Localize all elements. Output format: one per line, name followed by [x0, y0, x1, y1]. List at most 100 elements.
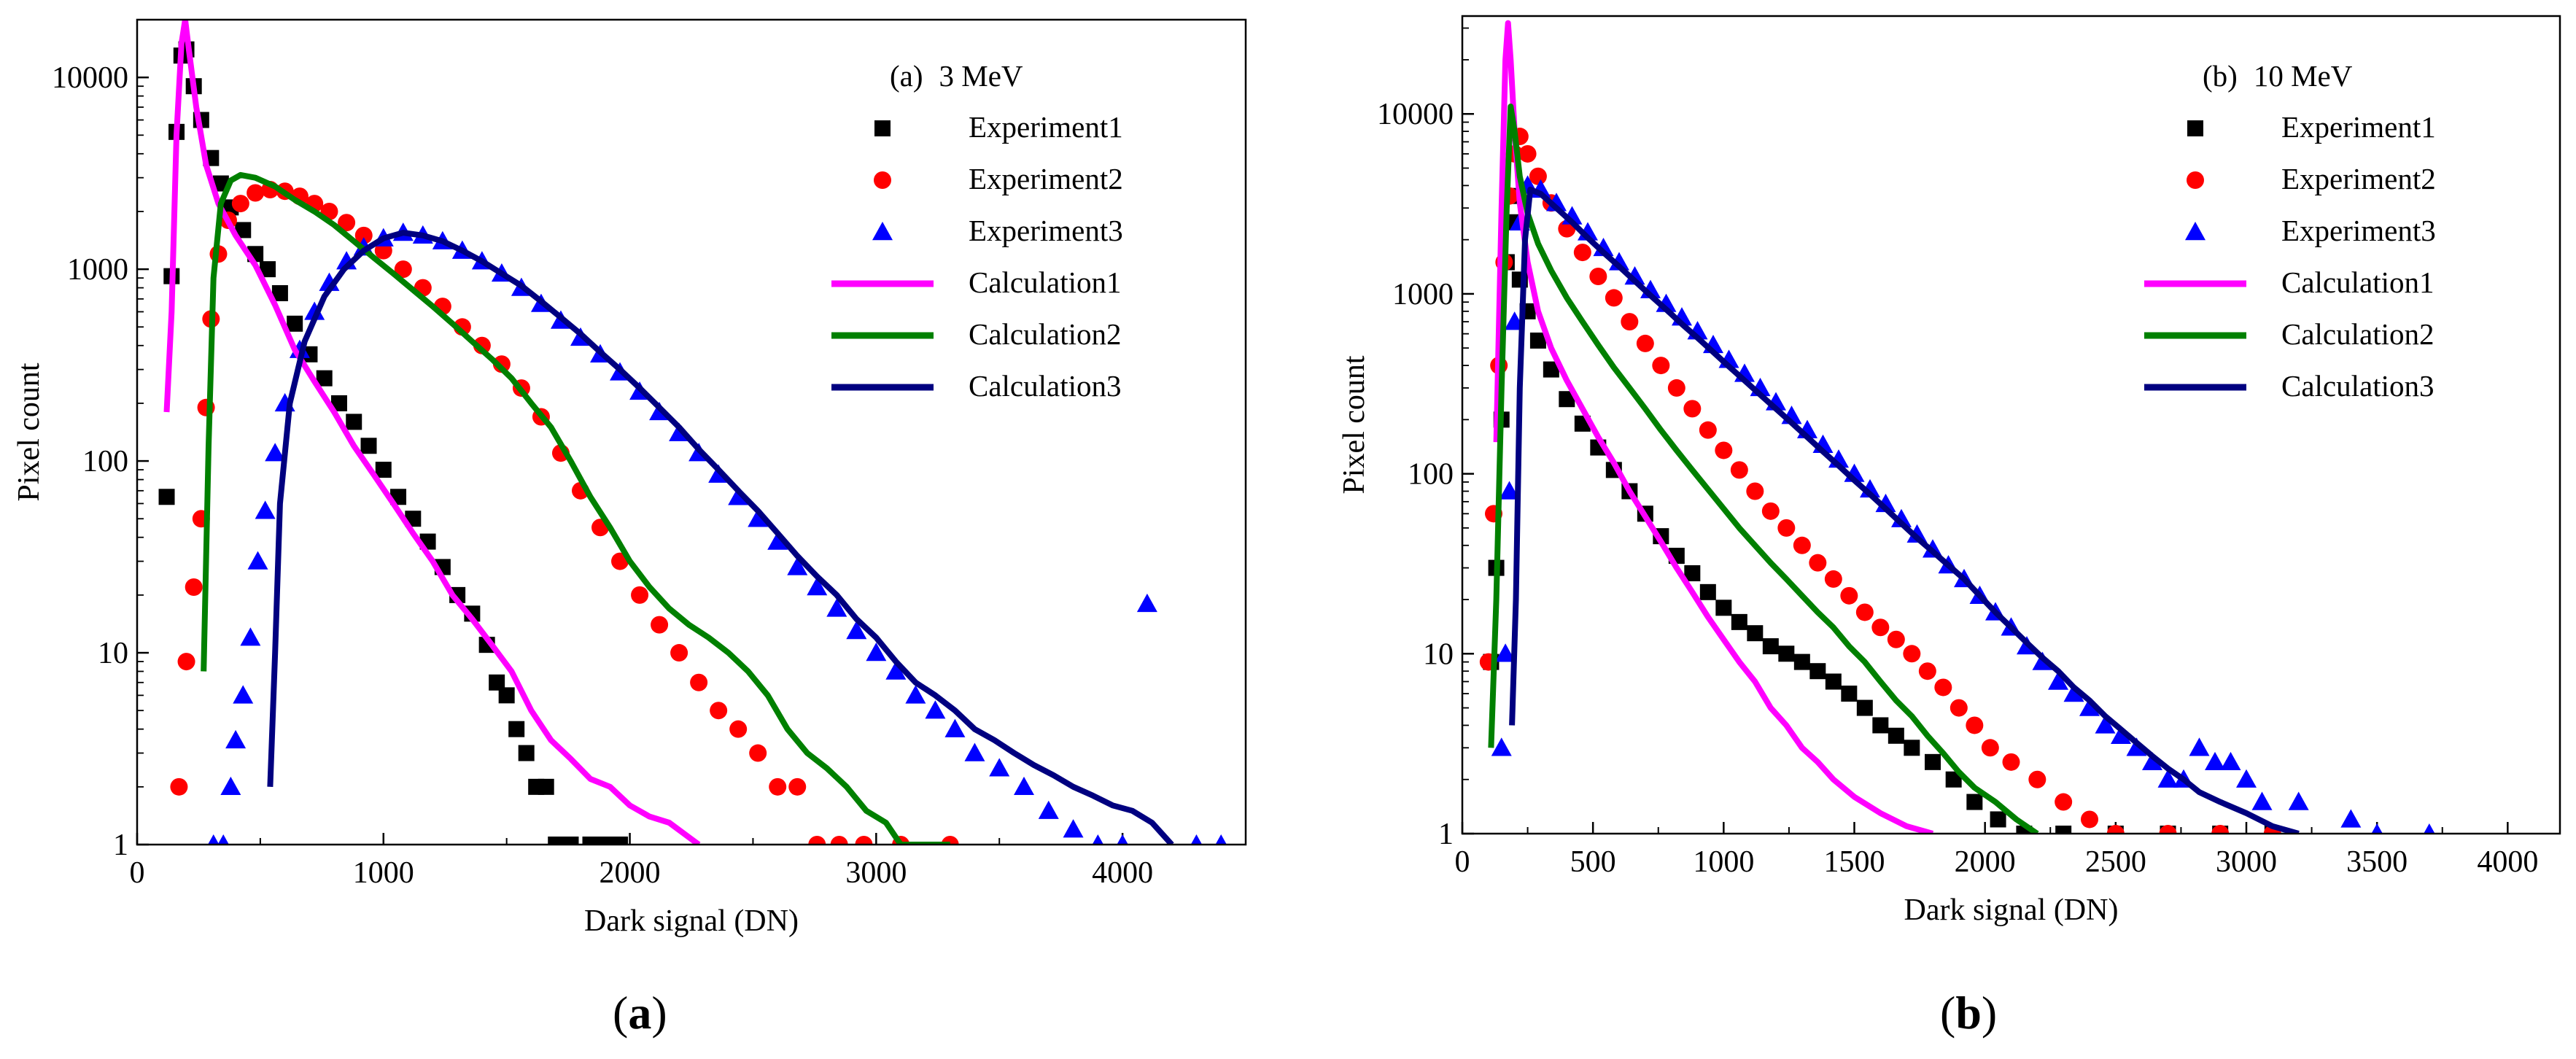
data-point: [2048, 671, 2068, 690]
data-point: [1636, 334, 1654, 352]
panel-b: 0 500 1000 1500 2000 2500 3000 3500 4000 1 10 100 10…: [1338, 15, 2561, 1039]
data-point: [1117, 834, 1128, 845]
data-point: [338, 214, 356, 232]
data-point: [2288, 791, 2309, 810]
data-point: [989, 758, 1010, 777]
data-point: [830, 836, 848, 845]
data-point: [1966, 716, 1984, 734]
data-point: [2016, 826, 2033, 834]
data-point: [1730, 461, 1748, 479]
x-tick-label: 2000: [600, 856, 661, 890]
legend-label: Calculation2: [969, 317, 1122, 351]
data-point: [905, 685, 926, 704]
data-point: [1529, 332, 1546, 349]
data-point: [2159, 825, 2177, 834]
panel-caption: (b): [1940, 987, 1997, 1039]
data-point: [807, 576, 828, 596]
legend: (b) 10 MeV Experiment1 Experiment2 Experimen…: [2144, 59, 2436, 403]
data-point: [1809, 554, 1827, 572]
x-tick-label: 1500: [1824, 845, 1885, 879]
y-axis-title: Pixel count: [12, 362, 46, 501]
data-point: [729, 720, 748, 738]
data-point: [1906, 524, 1928, 543]
data-point: [2095, 715, 2116, 734]
data-point: [548, 837, 565, 845]
legend-header: (a) 3 MeV: [890, 59, 1023, 93]
data-point: [1092, 834, 1104, 845]
data-point: [944, 718, 966, 737]
data-point: [316, 370, 333, 387]
data-point: [964, 742, 985, 761]
data-point: [1856, 699, 1873, 716]
data-point: [1761, 502, 1780, 520]
data-point: [1925, 753, 1941, 770]
legend: (a) 3 MeV Experiment1 Experiment2 Experiment…: [831, 59, 1123, 403]
data-point: [670, 644, 688, 662]
data-point: [271, 284, 288, 301]
data-point: [1063, 819, 1084, 838]
y-tick-label: 10000: [1377, 98, 1454, 131]
data-point: [1934, 678, 1952, 697]
legend-symbol: [874, 120, 891, 136]
data-point: [1793, 536, 1811, 554]
data-point: [1499, 481, 1520, 500]
data-point: [1529, 167, 1547, 185]
data-point: [1559, 391, 1575, 408]
data-point: [508, 721, 525, 737]
series-line-calculation2: [201, 171, 950, 845]
data-point: [247, 551, 268, 570]
legend-label: Calculation3: [969, 369, 1122, 403]
data-point: [1872, 717, 1889, 734]
data-point: [788, 777, 807, 796]
data-point: [1841, 686, 1858, 702]
data-point: [207, 834, 220, 845]
legend-label: Calculation2: [2281, 317, 2435, 351]
data-point: [247, 184, 265, 202]
data-point: [1778, 645, 1795, 662]
legend-label: Experiment1: [969, 110, 1123, 144]
data-point: [1014, 776, 1034, 796]
data-point: [240, 627, 261, 646]
legend-label: Experiment3: [2281, 214, 2436, 247]
legend-symbol: [2187, 171, 2204, 189]
data-point: [2211, 825, 2230, 834]
series-line-calculation2: [1488, 104, 2039, 834]
data-point: [158, 489, 175, 505]
x-axis-title: Dark signal (DN): [584, 904, 799, 938]
data-point: [2055, 826, 2072, 834]
data-point: [710, 702, 728, 720]
data-point: [177, 653, 195, 671]
data-point: [287, 315, 303, 332]
data-point: [2028, 770, 2047, 788]
data-point: [1809, 663, 1826, 680]
data-point: [1855, 603, 1874, 621]
data-point: [330, 395, 347, 411]
data-point: [489, 674, 505, 691]
data-point: [170, 777, 188, 796]
data-point: [2055, 793, 2073, 811]
data-point: [1491, 737, 1512, 756]
data-point: [1746, 482, 1764, 500]
data-point: [787, 556, 808, 575]
legend-label: Calculation1: [2281, 265, 2435, 299]
legend-symbol: [2185, 222, 2205, 241]
data-point: [1715, 600, 1732, 616]
plot-area: [158, 20, 1227, 845]
data-point: [808, 836, 826, 845]
panel-label: (b): [2203, 59, 2238, 93]
data-point: [612, 837, 629, 845]
data-point: [767, 531, 788, 550]
data-point: [1699, 421, 1717, 439]
data-point: [562, 837, 579, 845]
y-tick-label: 10: [98, 637, 128, 670]
data-point: [2205, 751, 2225, 771]
energy-label: 10 MeV: [2254, 59, 2353, 93]
data-point: [1871, 618, 1890, 637]
data-point: [1747, 625, 1764, 642]
legend-header: (b) 10 MeV: [2203, 59, 2353, 93]
data-point: [1136, 593, 1157, 613]
data-point: [346, 414, 362, 430]
x-tick-label: 2000: [1955, 845, 2016, 879]
data-point: [538, 778, 554, 795]
data-point: [2424, 823, 2435, 834]
